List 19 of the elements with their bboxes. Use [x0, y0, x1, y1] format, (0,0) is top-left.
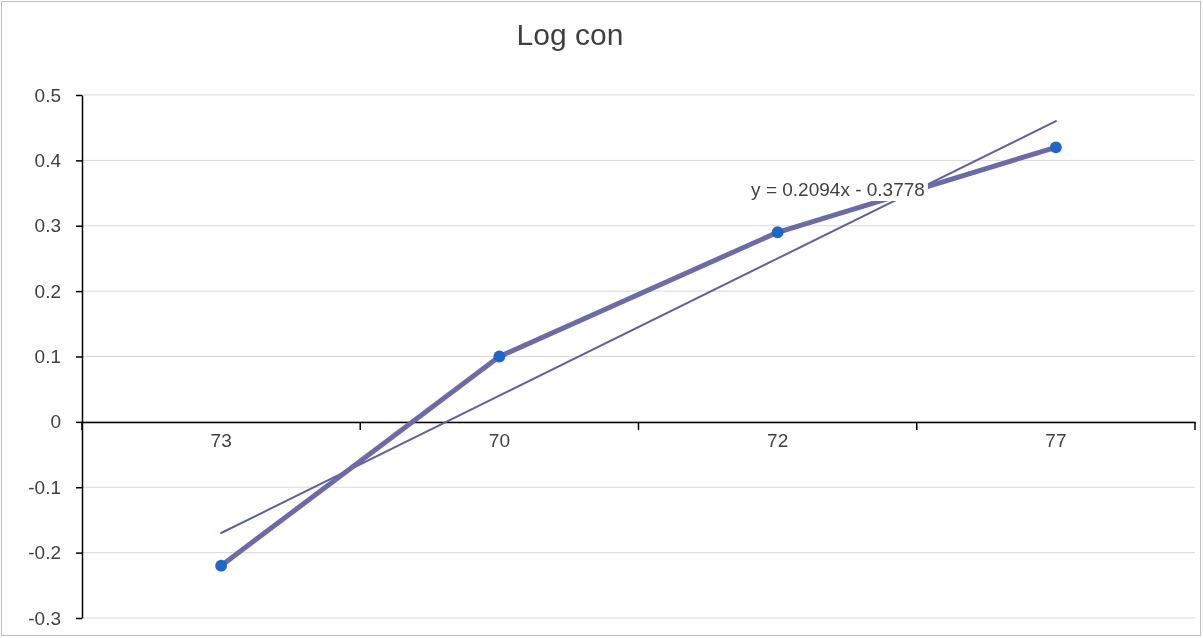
y-tick-label: 0.4 — [34, 149, 62, 171]
y-tick-label: 0 — [50, 411, 61, 433]
annotation: y = 0.2094x - 0.3778 — [751, 179, 925, 200]
x-tick-label: 72 — [767, 429, 789, 451]
point — [771, 226, 784, 239]
point — [215, 559, 228, 572]
y-tick-label: 0.5 — [34, 84, 61, 106]
y-tick-label: 0.2 — [34, 280, 61, 302]
y-tick-label: -0.3 — [28, 607, 61, 629]
y-tick-label: 0.1 — [34, 346, 61, 368]
x-tick-label: 70 — [488, 429, 510, 451]
x-tick-label: 77 — [1045, 429, 1067, 451]
y-tick-label: -0.1 — [28, 476, 61, 498]
point — [1049, 141, 1062, 154]
y-tick-label: 0.3 — [34, 215, 61, 237]
chart-title: Log con — [516, 18, 624, 51]
y-tick-label: -0.2 — [28, 542, 61, 564]
x-tick-label: 73 — [210, 429, 232, 451]
point — [493, 350, 506, 363]
